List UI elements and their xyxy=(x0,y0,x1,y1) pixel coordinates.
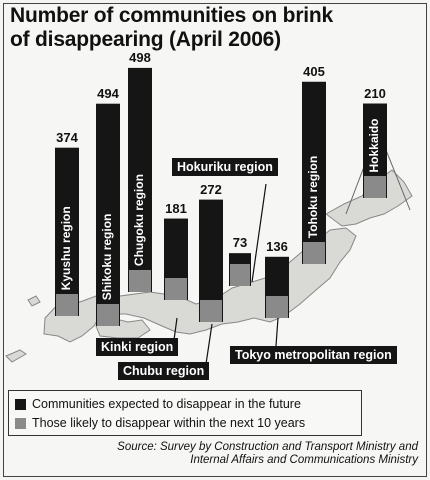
value-label-shikoku-region: 494 xyxy=(97,85,119,101)
legend-swatch-within10 xyxy=(15,417,26,429)
value-label-hokkaido: 210 xyxy=(364,85,386,101)
category-label-kinki-region: Kinki region xyxy=(96,338,179,356)
legend: Communities expected to disappear in the… xyxy=(8,390,362,436)
bar-within10-tokyo-metropolitan-region xyxy=(266,296,288,318)
chart-title: Number of communities on brink of disapp… xyxy=(10,4,333,52)
category-label-hokuriku-region: Hokuriku region xyxy=(172,158,278,176)
bar-within10-hokuriku-region xyxy=(230,264,250,286)
category-label-kyushu-region: Kyushu region xyxy=(59,205,73,290)
value-label-hokuriku-region: 73 xyxy=(232,235,248,251)
bar-tohoku-region xyxy=(302,81,326,264)
value-label-kinki-region: 181 xyxy=(165,200,187,216)
category-label-tokyo-metropolitan-region: Tokyo metropolitan region xyxy=(230,346,397,364)
bar-within10-shikoku-region xyxy=(97,304,119,326)
source-line-1: Source: Survey by Construction and Trans… xyxy=(117,441,418,453)
bar-chugoku-region xyxy=(128,67,152,293)
bars-group xyxy=(55,67,387,326)
legend-item-within10: Those likely to disappear within the nex… xyxy=(15,416,305,430)
bar-within10-kyushu-region xyxy=(56,294,78,316)
value-label-tohoku-region: 405 xyxy=(303,63,325,79)
bar-within10-kinki-region xyxy=(165,278,187,300)
category-label-hokkaido: Hokkaido xyxy=(367,117,381,172)
bar-within10-tohoku-region xyxy=(303,242,325,264)
legend-label-within10: Those likely to disappear within the nex… xyxy=(32,416,306,430)
title-line-1: Number of communities on brink xyxy=(10,4,334,27)
title-line-2: of disappearing (April 2006) xyxy=(10,28,281,51)
source-note: Source: Survey by Construction and Trans… xyxy=(88,441,418,467)
legend-swatch-future xyxy=(15,398,26,410)
bar-within10-chugoku-region xyxy=(129,270,151,292)
value-label-chubu-region: 272 xyxy=(200,181,222,197)
legend-item-future: Communities expected to disappear in the… xyxy=(15,397,301,411)
category-label-chugoku-region: Chugoku region xyxy=(132,173,146,266)
category-label-tohoku-region: Tohoku region xyxy=(306,155,320,238)
value-label-tokyo-metropolitan-region: 136 xyxy=(266,238,288,254)
source-line-2: Internal Affairs and Communications Mini… xyxy=(190,454,418,466)
value-label-chugoku-region: 498 xyxy=(129,49,151,65)
value-label-kyushu-region: 374 xyxy=(56,129,78,145)
category-label-shikoku-region: Shikoku region xyxy=(100,213,114,300)
bar-shikoku-region xyxy=(96,103,120,326)
category-label-chubu-region: Chubu region xyxy=(118,362,210,380)
bar-within10-chubu-region xyxy=(200,300,222,322)
bar-within10-hokkaido xyxy=(364,176,386,198)
legend-label-future: Communities expected to disappear in the… xyxy=(32,397,301,411)
bar-kyushu-region xyxy=(55,147,79,316)
